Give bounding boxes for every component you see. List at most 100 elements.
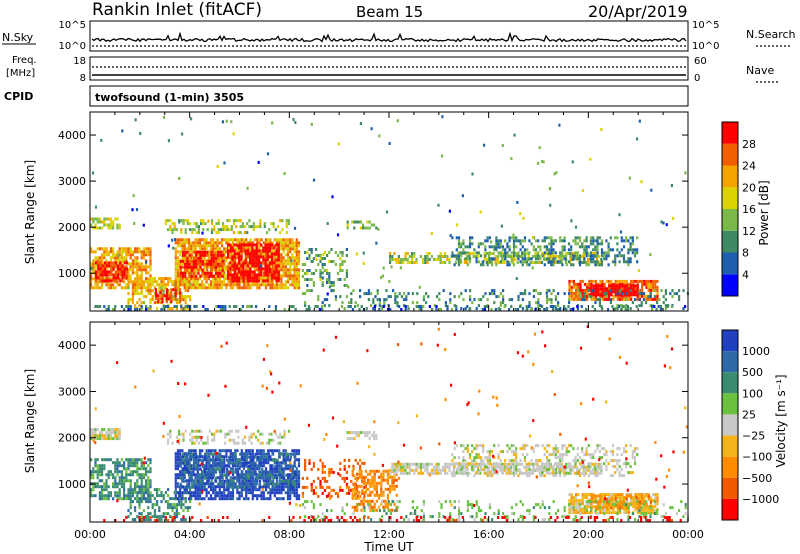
data-cell <box>385 289 388 293</box>
data-cell <box>94 283 97 287</box>
data-cell <box>269 286 272 290</box>
data-cell <box>586 285 589 289</box>
data-cell <box>328 251 331 254</box>
data-cell <box>96 476 99 480</box>
noise-cell <box>216 165 219 168</box>
data-cell <box>337 272 340 275</box>
data-cell <box>244 249 247 253</box>
data-cell <box>484 254 487 258</box>
data-cell <box>241 222 244 226</box>
data-cell <box>286 494 290 498</box>
data-cell <box>181 461 185 465</box>
data-cell <box>176 238 180 242</box>
noise-cell <box>670 184 673 187</box>
power-colorbar-swatch <box>722 143 738 166</box>
data-cell <box>149 292 152 296</box>
data-cell <box>227 252 230 256</box>
data-cell <box>127 292 130 296</box>
data-cell <box>271 276 274 280</box>
data-cell <box>280 259 283 263</box>
data-cell <box>214 286 217 290</box>
data-cell <box>233 267 236 271</box>
data-cell <box>205 286 208 290</box>
data-cell <box>232 452 235 456</box>
data-cell <box>224 305 227 308</box>
data-cell <box>134 262 137 266</box>
data-cell <box>422 295 425 299</box>
data-cell <box>640 304 643 308</box>
data-cell <box>616 254 619 258</box>
data-cell <box>175 515 178 519</box>
data-cell <box>223 455 226 459</box>
data-cell <box>319 254 322 257</box>
data-cell <box>629 236 632 240</box>
data-cell <box>180 292 183 296</box>
data-cell <box>112 253 115 257</box>
data-cell <box>129 253 132 257</box>
noise-cell <box>134 118 137 122</box>
data-cell <box>140 292 143 296</box>
data-cell <box>188 458 191 462</box>
data-cell <box>156 515 159 519</box>
data-cell <box>282 274 285 278</box>
data-cell <box>453 304 456 308</box>
data-cell <box>201 271 204 275</box>
data-cell <box>103 223 106 227</box>
data-cell <box>261 485 264 489</box>
data-cell <box>534 254 538 258</box>
data-cell <box>181 259 185 263</box>
data-cell <box>252 225 255 229</box>
data-cell <box>295 467 298 471</box>
data-cell <box>462 248 465 252</box>
data-cell <box>90 217 93 221</box>
data-cell <box>149 512 152 516</box>
data-cell <box>157 297 160 301</box>
data-cell <box>107 226 110 230</box>
noise-cell <box>94 205 98 209</box>
data-cell <box>528 257 531 261</box>
data-cell <box>315 269 318 272</box>
data-cell <box>582 255 585 258</box>
data-cell <box>521 292 524 296</box>
data-cell <box>221 259 224 263</box>
data-cell <box>537 301 540 305</box>
data-cell <box>176 286 180 290</box>
data-cell <box>127 247 130 251</box>
data-cell <box>565 255 568 258</box>
data-cell <box>245 458 248 462</box>
data-cell <box>151 503 154 507</box>
data-cell <box>231 238 235 242</box>
data-cell <box>174 262 177 266</box>
data-cell <box>193 222 196 226</box>
data-cell <box>286 262 290 266</box>
data-cell <box>273 267 276 271</box>
data-cell <box>469 289 472 293</box>
data-cell <box>90 262 93 266</box>
data-cell <box>158 506 161 510</box>
data-cell <box>251 270 254 274</box>
data-cell <box>280 286 283 290</box>
data-cell <box>675 292 678 296</box>
data-cell <box>121 276 124 280</box>
data-cell <box>403 298 406 302</box>
data-cell <box>96 283 99 287</box>
data-cell <box>99 279 102 283</box>
data-cell <box>233 249 236 253</box>
data-cell <box>185 283 188 287</box>
data-cell <box>572 294 575 298</box>
data-cell <box>549 255 552 258</box>
data-cell <box>184 262 187 266</box>
data-cell <box>280 277 283 281</box>
noise-cell <box>545 291 548 295</box>
data-cell <box>181 497 184 501</box>
data-cell <box>120 482 123 486</box>
data-cell <box>649 279 652 283</box>
data-cell <box>212 497 215 501</box>
data-cell <box>218 280 221 284</box>
data-cell <box>239 458 242 462</box>
data-cell <box>92 259 95 263</box>
data-cell <box>464 257 467 261</box>
power-colorbar-swatch <box>722 252 738 275</box>
data-cell <box>295 274 298 278</box>
data-cell <box>605 251 608 255</box>
